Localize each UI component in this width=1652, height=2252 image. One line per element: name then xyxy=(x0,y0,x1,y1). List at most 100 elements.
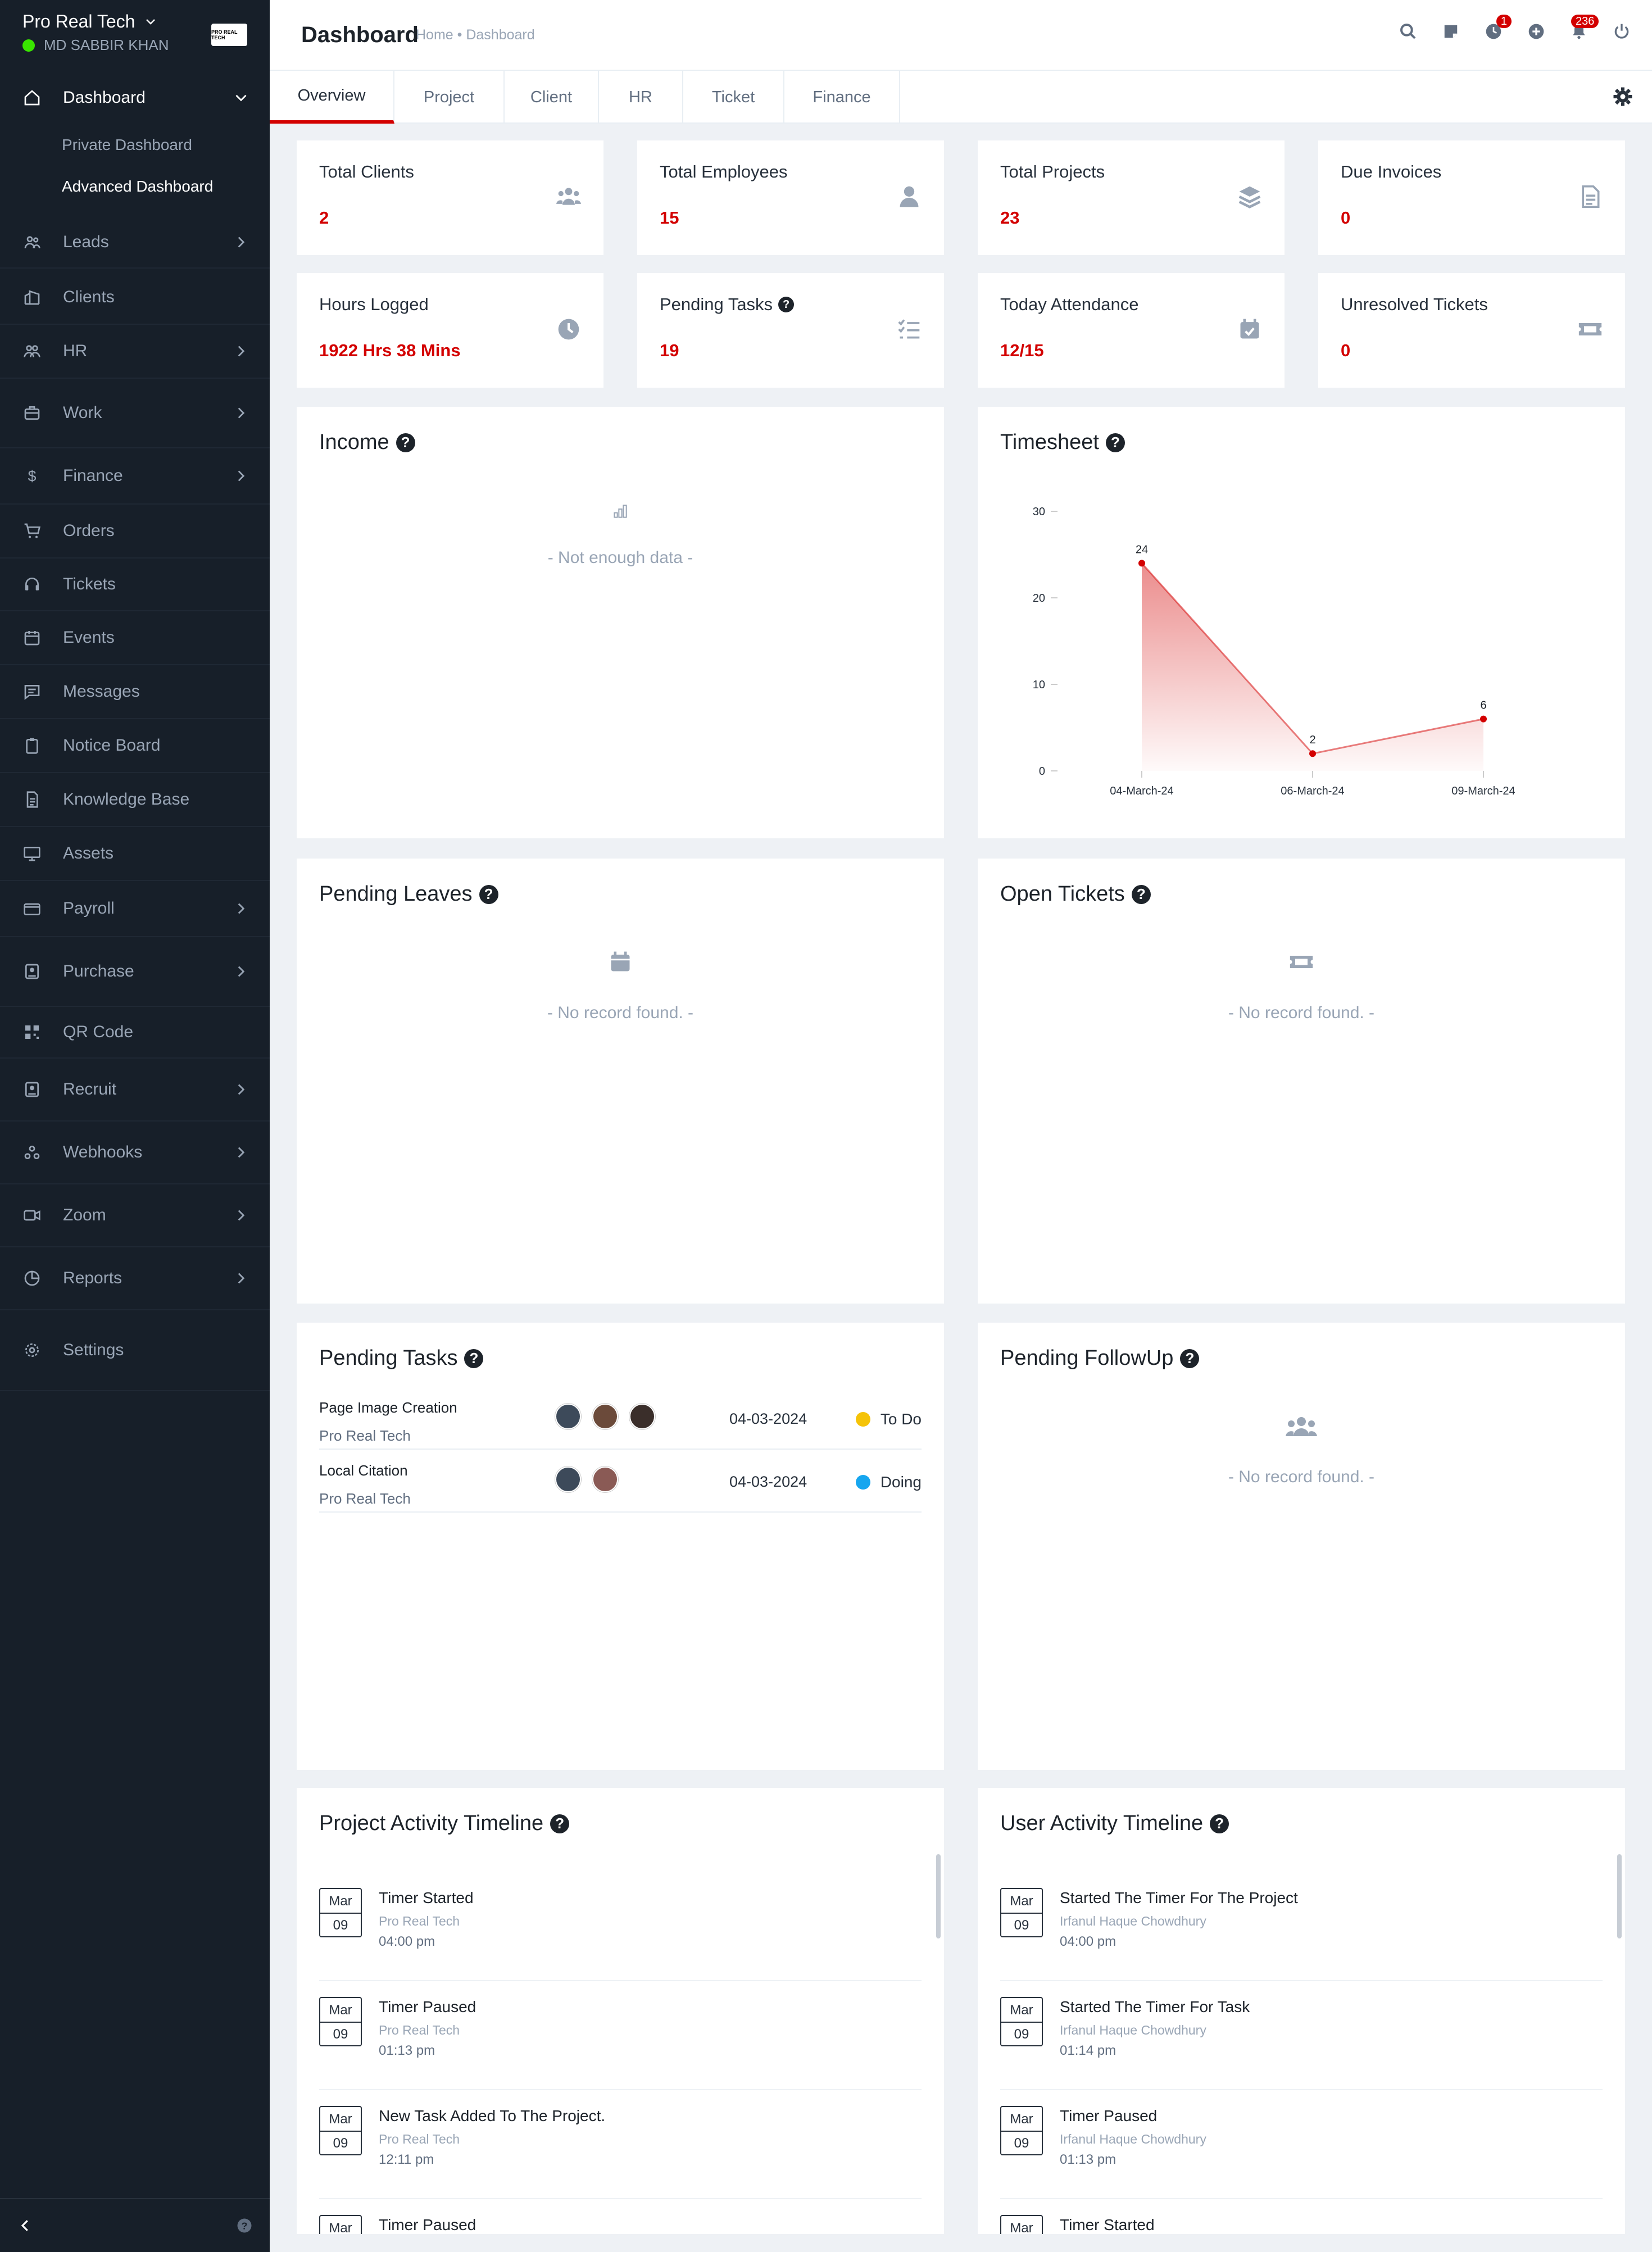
notification-badge: 236 xyxy=(1571,15,1599,28)
chevron-down-icon[interactable] xyxy=(144,15,157,29)
tab-ticket[interactable]: Ticket xyxy=(683,71,784,124)
collapse-sidebar-icon[interactable] xyxy=(17,2217,34,2234)
timeline-item[interactable]: Mar 09 Timer Started Pro Real Tech 04:00 pm xyxy=(319,1872,922,1981)
sidebar-item-messages[interactable]: Messages xyxy=(0,665,270,719)
timeline-subtitle[interactable]: Irfanul Haque Chowdhury xyxy=(1060,1914,1206,1928)
sidebar-item-orders[interactable]: Orders xyxy=(0,505,270,559)
avatar[interactable] xyxy=(629,1404,655,1429)
sidebar-item-assets[interactable]: Assets xyxy=(0,827,270,881)
add-icon[interactable] xyxy=(1526,21,1546,42)
timeline-item[interactable]: Mar 09 Started The Timer For The Project Ir… xyxy=(1000,1872,1603,1981)
sidebar-item-purchase[interactable]: Purchase xyxy=(0,937,270,1007)
breadcrumb[interactable]: Home • Dashboard xyxy=(416,27,535,43)
stat-value: 0 xyxy=(1341,208,1351,228)
sidebar-subitem-advanced-dashboard[interactable]: Advanced Dashboard xyxy=(62,178,214,195)
stat-value: 15 xyxy=(660,208,679,228)
clock-icon[interactable]: 1 xyxy=(1483,15,1512,42)
timeline-title[interactable]: Timer Started xyxy=(1060,2216,1155,2233)
sidebar-item-reports[interactable]: Reports xyxy=(0,1247,270,1310)
brand-header[interactable]: Pro Real Tech MD SABBIR KHAN PRO REAL TE… xyxy=(0,0,270,72)
timeline-subtitle[interactable]: Pro Real Tech xyxy=(379,2023,460,2037)
search-icon[interactable] xyxy=(1398,21,1418,42)
avatar[interactable] xyxy=(555,1404,581,1429)
tab-client[interactable]: Client xyxy=(505,71,599,124)
sidebar-item-work[interactable]: Work xyxy=(0,379,270,448)
sidebar-item-notice-board[interactable]: Notice Board xyxy=(0,719,270,773)
timeline-subtitle[interactable]: Irfanul Haque Chowdhury xyxy=(1060,2132,1206,2146)
stat-card-today-attendance[interactable]: Today Attendance 12/15 xyxy=(978,273,1285,388)
timeline-subtitle[interactable]: Irfanul Haque Chowdhury xyxy=(1060,2023,1206,2037)
avatar[interactable] xyxy=(592,1404,618,1429)
help-icon[interactable]: ? xyxy=(550,1814,570,1833)
tab-overview[interactable]: Overview xyxy=(270,71,394,124)
stat-card-hours-logged[interactable]: Hours Logged 1922 Hrs 38 Mins xyxy=(297,273,603,388)
date-day: 09 xyxy=(1014,1918,1029,1933)
sidebar-item-dashboard[interactable]: Dashboard xyxy=(0,72,270,124)
timeline-title[interactable]: Started The Timer For The Project xyxy=(1060,1889,1298,1906)
stat-card-pending-tasks[interactable]: Pending Tasks? 19 xyxy=(637,273,944,388)
timeline-title[interactable]: Timer Started xyxy=(379,1889,474,1906)
sidebar-item-events[interactable]: Events xyxy=(0,611,270,665)
tab-project[interactable]: Project xyxy=(394,71,505,124)
timeline-item[interactable]: Mar 09 Started The Timer For Task Irfanul H… xyxy=(1000,1981,1603,2090)
sidebar-item-hr[interactable]: HR xyxy=(0,325,270,379)
user-activity-panel: User Activity Timeline? Mar 09 Started The… xyxy=(978,1788,1625,2234)
sidebar-item-clients[interactable]: Clients xyxy=(0,271,270,325)
help-icon[interactable]: ? xyxy=(396,433,415,452)
data-label: 24 xyxy=(1136,543,1148,556)
sticky-note-icon[interactable] xyxy=(1441,21,1461,42)
sidebar-item-finance[interactable]: $ Finance xyxy=(0,448,270,505)
timeline-item[interactable]: Mar 09 New Task Added To The Project. Pro R… xyxy=(319,2090,922,2199)
help-icon[interactable]: ? xyxy=(479,884,498,904)
stat-card-unresolved-tickets[interactable]: Unresolved Tickets 0 xyxy=(1318,273,1625,388)
tab-hr[interactable]: HR xyxy=(599,71,683,124)
sidebar-item-zoom[interactable]: Zoom xyxy=(0,1184,270,1247)
sidebar-item-qr-code[interactable]: QR Code xyxy=(0,1007,270,1059)
table-row[interactable]: Local Citation Pro Real Tech 04-03-2024 … xyxy=(319,1450,922,1513)
timeline-title[interactable]: New Task Added To The Project. xyxy=(379,2107,606,2124)
sidebar-subitem-private-dashboard[interactable]: Private Dashboard xyxy=(62,136,192,153)
power-icon[interactable] xyxy=(1612,21,1632,42)
sidebar-item-label: HR xyxy=(63,342,88,360)
help-icon[interactable]: ? xyxy=(1210,1814,1229,1833)
sidebar-item-payroll[interactable]: Payroll xyxy=(0,881,270,937)
sidebar-item-knowledge-base[interactable]: Knowledge Base xyxy=(0,773,270,827)
help-icon[interactable]: ? xyxy=(1131,884,1151,904)
table-row[interactable]: Page Image Creation Pro Real Tech 04-03-… xyxy=(319,1387,922,1450)
timeline-item[interactable]: Mar 09 Timer Paused Pro Real Tech 01:13 pm xyxy=(319,1981,922,2090)
scrollbar[interactable] xyxy=(1617,1854,1622,1938)
timeline-title[interactable]: Timer Paused xyxy=(379,2216,476,2233)
help-icon[interactable]: ? xyxy=(464,1349,484,1368)
timeline-subtitle[interactable]: Pro Real Tech xyxy=(379,2132,460,2146)
sidebar-item-tickets[interactable]: Tickets xyxy=(0,559,270,611)
sidebar-item-settings[interactable]: Settings xyxy=(0,1310,270,1391)
stat-card-total-clients[interactable]: Total Clients 2 xyxy=(297,140,603,255)
timeline-title[interactable]: Timer Paused xyxy=(1060,2107,1158,2124)
help-icon[interactable]: ? xyxy=(1180,1349,1200,1368)
sidebar-item-webhooks[interactable]: Webhooks xyxy=(0,1122,270,1184)
timeline-item[interactable]: Mar 09 Timer Paused Irfanul Haque Chowdhury… xyxy=(1000,2090,1603,2199)
timeline-title[interactable]: Timer Paused xyxy=(379,1998,476,2015)
avatar[interactable] xyxy=(555,1466,581,1492)
data-label: 6 xyxy=(1480,700,1486,712)
help-icon[interactable]: ? xyxy=(778,297,795,312)
stat-card-total-projects[interactable]: Total Projects 23 xyxy=(978,140,1285,255)
timeline-subtitle[interactable]: Pro Real Tech xyxy=(379,1914,460,1928)
task-name[interactable]: Local Citation xyxy=(319,1462,408,1479)
help-icon[interactable]: ? xyxy=(236,2217,253,2234)
help-icon[interactable]: ? xyxy=(1106,433,1125,452)
task-name[interactable]: Page Image Creation xyxy=(319,1399,457,1416)
sidebar-item-leads[interactable]: Leads xyxy=(0,217,270,269)
gear-icon[interactable] xyxy=(1613,87,1633,107)
scrollbar[interactable] xyxy=(936,1854,941,1938)
bell-icon[interactable]: 236 xyxy=(1569,15,1599,42)
sidebar-item-recruit[interactable]: Recruit xyxy=(0,1059,270,1122)
stat-card-due-invoices[interactable]: Due Invoices 0 xyxy=(1318,140,1625,255)
stat-card-total-employees[interactable]: Total Employees 15 xyxy=(637,140,944,255)
tab-finance[interactable]: Finance xyxy=(784,71,900,124)
data-point xyxy=(1138,560,1145,567)
avatar[interactable] xyxy=(592,1466,618,1492)
timeline-title[interactable]: Started The Timer For Task xyxy=(1060,1998,1250,2015)
